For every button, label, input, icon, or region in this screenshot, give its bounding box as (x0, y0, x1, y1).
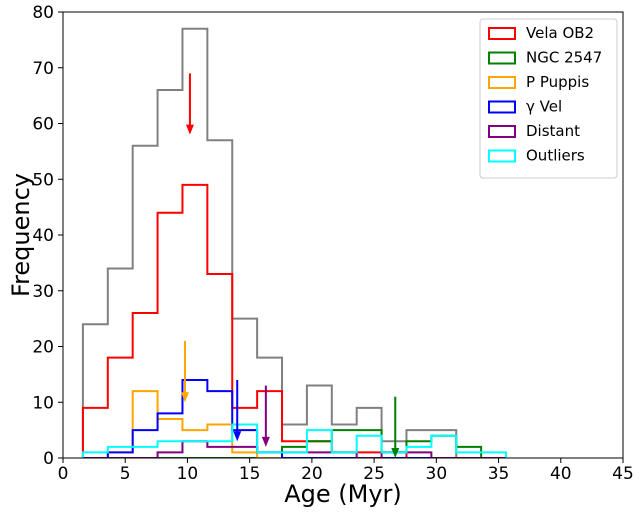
legend-item-gamma-vel: γ Vel (488, 98, 562, 116)
age-arrow-ngc-2547 (391, 396, 400, 458)
x-tick-label: 25 (363, 464, 385, 484)
age-arrow-gamma-vel (233, 379, 242, 442)
legend-swatch (488, 100, 516, 114)
legend-label: Outliers (526, 147, 585, 165)
y-tick-label: 60 (32, 115, 54, 135)
legend-item-outliers: Outliers (488, 147, 585, 165)
x-tick-label: 20 (301, 464, 323, 484)
x-tick-label: 0 (58, 464, 69, 484)
histogram-series-layer (81, 27, 508, 458)
histogram-total (81, 27, 507, 458)
legend-item-p-puppis: P Puppis (488, 73, 589, 91)
legend-label: P Puppis (526, 73, 589, 91)
legend-item-vela-ob2: Vela OB2 (488, 24, 594, 42)
y-axis-ticks: 0 10 20 30 40 50 60 70 80 (32, 3, 63, 469)
age-arrows-layer (180, 73, 400, 458)
legend-item-ngc-2547: NGC 2547 (488, 49, 602, 67)
legend-label: γ Vel (526, 98, 562, 116)
x-axis-ticks: 0 5 10 15 20 25 30 35 40 45 (58, 458, 634, 484)
histogram-ngc-2547 (82, 429, 507, 458)
legend-label: Distant (526, 122, 580, 140)
histogram-distant (82, 440, 507, 458)
y-tick-label: 40 (32, 226, 54, 246)
x-tick-label: 30 (426, 464, 448, 484)
histogram-p-puppis (82, 390, 507, 458)
x-tick-label: 40 (550, 464, 572, 484)
legend-item-distant: Distant (488, 122, 580, 140)
histogram-vela-ob2 (81, 183, 507, 458)
y-tick-label: 30 (32, 282, 54, 302)
legend-swatch (488, 51, 516, 65)
legend-swatch (488, 125, 516, 138)
age-arrow-p-puppis (180, 340, 189, 403)
legend-label: Vela OB2 (526, 24, 594, 42)
histogram-outliers (81, 423, 508, 458)
x-tick-label: 15 (239, 464, 261, 484)
x-tick-label: 10 (177, 464, 199, 484)
y-tick-label: 50 (32, 170, 54, 190)
x-tick-label: 45 (612, 464, 634, 484)
y-tick-label: 20 (32, 338, 54, 358)
legend: Vela OB2 NGC 2547 P Puppis γ Vel Distant Outl… (479, 18, 618, 179)
x-tick-label: 5 (120, 464, 131, 484)
x-tick-label: 35 (488, 464, 510, 484)
y-tick-label: 70 (32, 59, 54, 79)
legend-swatch (488, 27, 516, 40)
age-arrow-vela-ob2 (185, 73, 194, 135)
legend-swatch (488, 76, 516, 89)
y-tick-label: 0 (43, 449, 54, 469)
histogram-gamma-vel (82, 378, 507, 458)
y-tick-label: 10 (32, 393, 54, 413)
legend-swatch (488, 149, 516, 163)
x-axis-label: Age (Myr) (284, 480, 402, 508)
y-tick-label: 80 (32, 3, 54, 23)
age-arrow-distant (261, 385, 270, 447)
legend-label: NGC 2547 (526, 49, 602, 67)
y-axis-label: Frequency (7, 173, 35, 297)
